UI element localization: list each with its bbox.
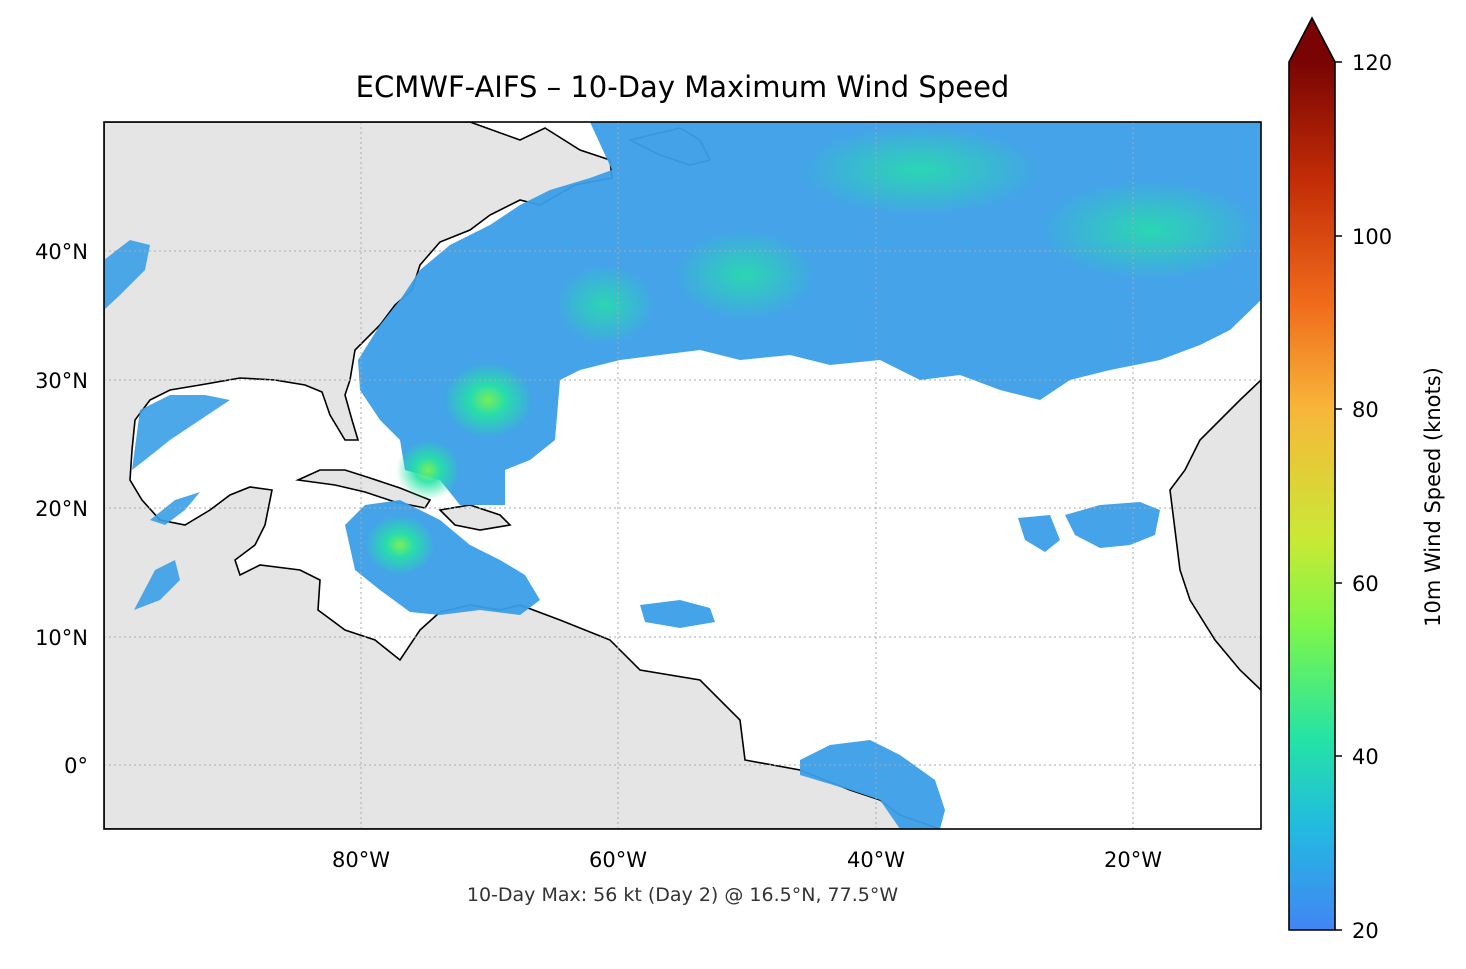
cuba-island bbox=[295, 469, 432, 509]
y-tick-label: 20°N bbox=[35, 497, 88, 521]
wind-max-atlantic-2 bbox=[555, 265, 655, 345]
x-axis-ticks: 80°W 60°W 40°W 20°W bbox=[332, 848, 1162, 872]
y-tick-label: 40°N bbox=[35, 240, 88, 264]
colorbar-label: 10m Wind Speed (knots) bbox=[1421, 367, 1445, 627]
wind-max-atlantic-3 bbox=[800, 125, 1040, 215]
wind-max-jamaica bbox=[365, 515, 435, 575]
y-tick-label: 30°N bbox=[35, 369, 88, 393]
north-america-land bbox=[104, 122, 941, 829]
y-axis-ticks: 40°N 30°N 20°N 10°N 0° bbox=[35, 240, 88, 778]
wind-max-florida bbox=[396, 440, 460, 500]
colorbar-tick-label: 20 bbox=[1352, 919, 1379, 943]
colorbar-gradient bbox=[1289, 62, 1335, 930]
colorbar-tick-label: 80 bbox=[1352, 398, 1379, 422]
mid-atlantic-swath bbox=[640, 600, 715, 628]
map-frame bbox=[103, 121, 1262, 830]
map-title: ECMWF-AIFS – 10-Day Maximum Wind Speed bbox=[355, 70, 1010, 104]
pacific-swath bbox=[134, 560, 180, 610]
max-wind-footer: 10-Day Max: 56 kt (Day 2) @ 16.5°N, 77.5… bbox=[466, 884, 899, 906]
x-tick-label: 20°W bbox=[1104, 848, 1162, 872]
wind-max-atlantic-1 bbox=[675, 230, 815, 320]
colorbar-extend-arrow bbox=[1289, 18, 1335, 62]
wind-swath bbox=[104, 122, 1261, 829]
east-atlantic-swath-2 bbox=[1018, 515, 1060, 552]
x-tick-label: 80°W bbox=[332, 848, 390, 872]
africa-land bbox=[1169, 378, 1261, 692]
y-tick-label: 0° bbox=[64, 754, 88, 778]
x-tick-label: 60°W bbox=[589, 848, 647, 872]
wind-max-bahamas bbox=[443, 362, 533, 438]
x-tick-label: 40°W bbox=[847, 848, 905, 872]
west-coast-swath bbox=[104, 240, 150, 310]
colorbar-tick-label: 40 bbox=[1352, 745, 1379, 769]
north-atlantic-swath bbox=[358, 122, 1261, 505]
equatorial-swath bbox=[800, 740, 945, 829]
east-atlantic-swath-1 bbox=[1065, 502, 1160, 548]
colorbar-frame bbox=[1288, 16, 1336, 931]
colorbar-tick-label: 120 bbox=[1352, 51, 1392, 75]
land-masses bbox=[104, 122, 1261, 829]
colorbar: 20 40 60 80 100 120 bbox=[1288, 16, 1392, 943]
wind-max-atlantic-4 bbox=[1040, 180, 1260, 280]
colorbar-tick-label: 60 bbox=[1352, 572, 1379, 596]
colorbar-tick-label: 100 bbox=[1352, 225, 1392, 249]
gulf-swath bbox=[132, 395, 230, 470]
y-tick-label: 10°N bbox=[35, 626, 88, 650]
